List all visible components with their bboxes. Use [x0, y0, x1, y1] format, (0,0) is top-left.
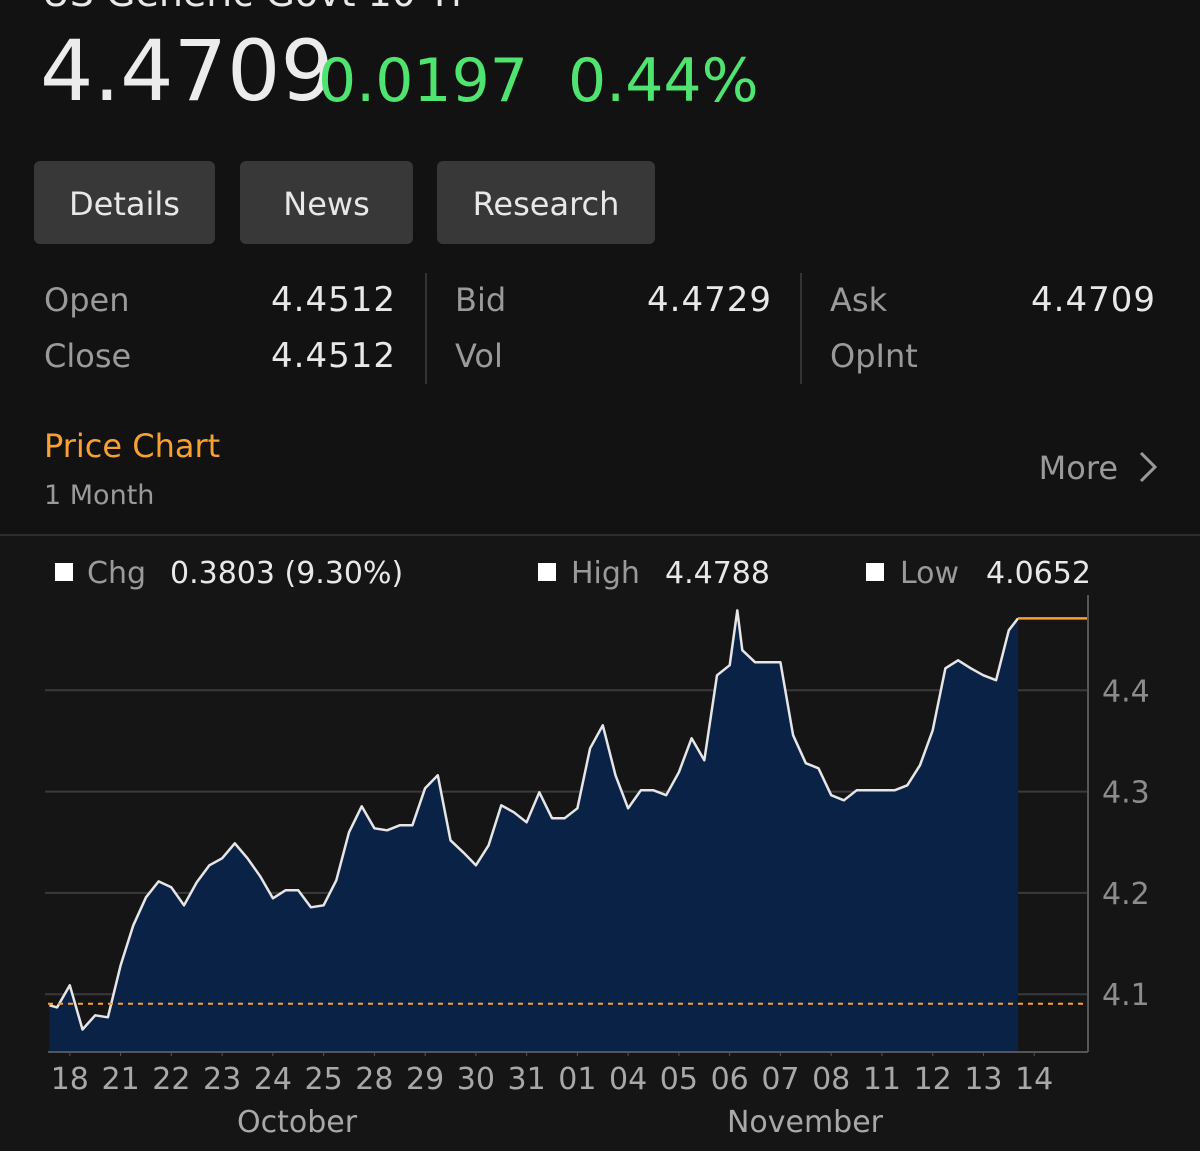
legend-swatch: [55, 563, 73, 581]
tab-button[interactable]: [34, 161, 215, 244]
stat-label: Close: [44, 337, 131, 375]
x-tick-label: 05: [660, 1062, 698, 1097]
tab-button[interactable]: [437, 161, 655, 244]
security-title: US Generic Govt 10 Yr: [42, 0, 467, 15]
legend-swatch: [866, 563, 884, 581]
tab-label[interactable]: Research: [473, 185, 620, 223]
stat-label: OpInt: [830, 337, 918, 375]
month-label: October: [237, 1105, 358, 1140]
legend-swatch: [538, 563, 556, 581]
y-tick-label: 4.4: [1102, 674, 1150, 709]
x-tick-label: 25: [305, 1062, 343, 1097]
x-tick-label: 11: [863, 1062, 901, 1097]
more-label[interactable]: More: [1039, 449, 1118, 487]
section-title: Price Chart: [44, 427, 220, 465]
legend-value: 0.3803 (9.30%): [170, 556, 403, 591]
y-tick-label: 4.3: [1102, 776, 1150, 811]
stat-label: Open: [44, 281, 129, 319]
tab-label[interactable]: News: [283, 185, 369, 223]
x-tick-label: 23: [203, 1062, 241, 1097]
price-change-pct: 0.44%: [568, 46, 759, 116]
y-tick-label: 4.2: [1102, 877, 1150, 912]
price-chart: Chg 0.3803 (9.30%) High 4.4788 Low 4.0652 4.1 4…: [45, 556, 1150, 1140]
price-change: 0.0197: [318, 46, 528, 116]
tab-label[interactable]: Details: [69, 185, 180, 223]
x-tick-label: 04: [609, 1062, 647, 1097]
stat-label: Ask: [830, 281, 888, 319]
x-tick-label: 07: [761, 1062, 799, 1097]
legend-value: 4.4788: [665, 556, 770, 591]
stat-value: 4.4512: [271, 336, 396, 376]
stat-value: 4.4729: [647, 280, 772, 320]
x-tick-label: 14: [1015, 1062, 1053, 1097]
x-tick-label: 28: [355, 1062, 393, 1097]
x-tick-label: 01: [558, 1062, 596, 1097]
x-tick-label: 29: [406, 1062, 444, 1097]
x-tick-label: 21: [101, 1062, 139, 1097]
x-tick-label: 30: [457, 1062, 495, 1097]
stats: Open 4.4512 Close 4.4512 Bid 4.4729 Vol Ask 4.47…: [44, 280, 1156, 376]
area-fill: [49, 610, 1018, 1052]
tab-button[interactable]: [240, 161, 413, 244]
tab-bar: Details News Research: [34, 161, 655, 244]
legend-label: Low: [900, 556, 959, 591]
legend-label: Chg: [87, 556, 146, 591]
more-link[interactable]: More: [1039, 449, 1158, 487]
x-tick-label: 13: [964, 1062, 1002, 1097]
legend-label: High: [571, 556, 640, 591]
x-tick-label: 18: [51, 1062, 89, 1097]
y-tick-label: 4.1: [1102, 978, 1150, 1013]
month-label: November: [727, 1105, 884, 1140]
x-tick-label: 06: [711, 1062, 749, 1097]
x-tick-label: 24: [254, 1062, 292, 1097]
chevron[interactable]: [1139, 451, 1158, 483]
x-tick-label: 12: [914, 1062, 952, 1097]
stat-label: Bid: [455, 281, 506, 319]
top-panel: [0, 0, 1200, 535]
x-tick-label: 22: [152, 1062, 190, 1097]
x-tick-label: 08: [812, 1062, 850, 1097]
period-label: 1 Month: [44, 480, 154, 511]
stat-value: 4.4512: [271, 280, 396, 320]
stat-value: 4.4709: [1031, 280, 1156, 320]
last-price: 4.4709: [40, 22, 334, 120]
stat-label: Vol: [455, 337, 503, 375]
price-line: [49, 609, 1019, 1031]
legend-value: 4.0652: [986, 556, 1091, 591]
x-tick-label: 31: [508, 1062, 546, 1097]
